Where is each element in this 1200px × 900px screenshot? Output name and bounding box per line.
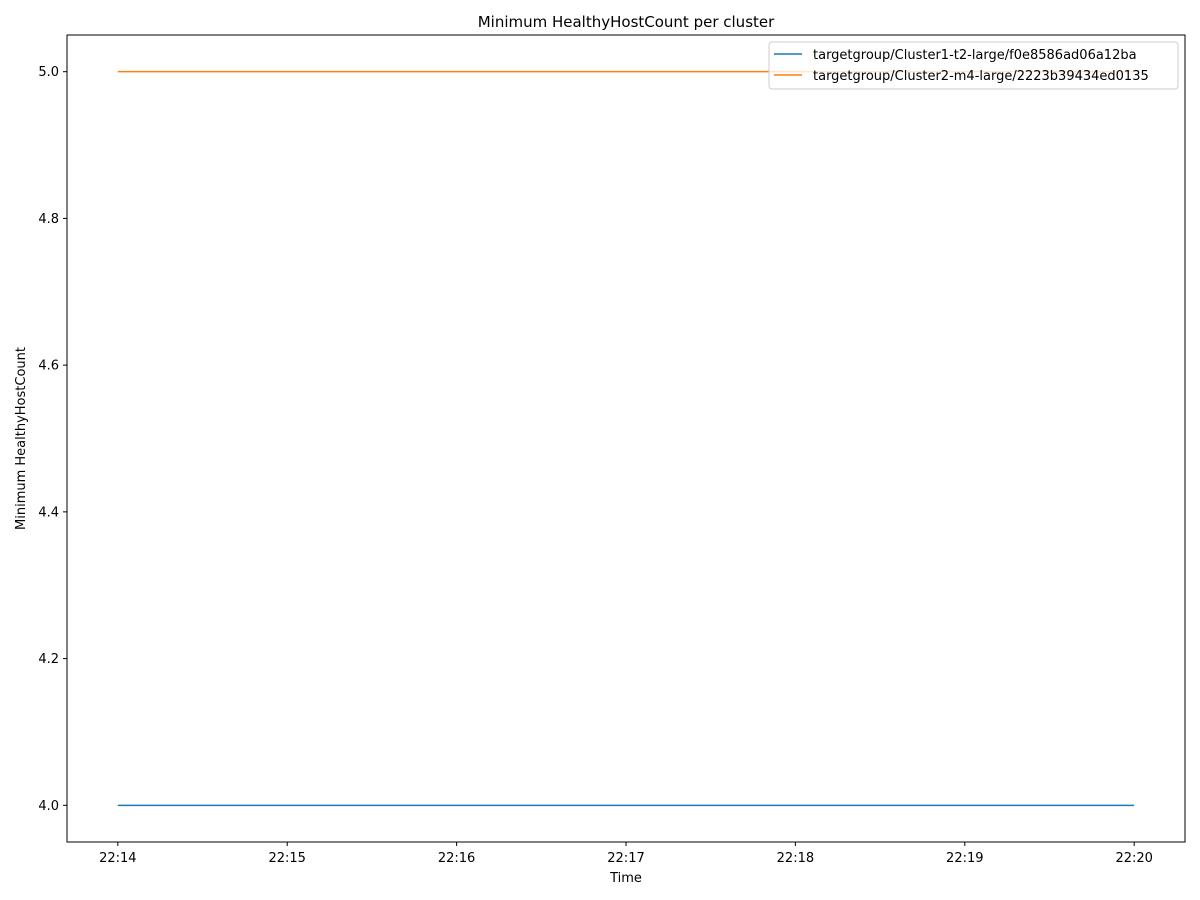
y-tick-label: 4.0 (38, 799, 59, 814)
legend-label-cluster2: targetgroup/Cluster2-m4-large/2223b39434… (813, 69, 1149, 84)
x-tick-label: 22:17 (607, 851, 644, 866)
y-axis-label: Minimum HealthyHostCount (14, 347, 29, 530)
x-tick-label: 22:14 (99, 851, 136, 866)
chart-title: Minimum HealthyHostCount per cluster (478, 13, 775, 31)
x-tick-label: 22:18 (777, 851, 814, 866)
y-tick-label: 4.8 (38, 212, 59, 227)
legend-label-cluster1: targetgroup/Cluster1-t2-large/f0e8586ad0… (813, 48, 1137, 63)
y-tick-label: 4.6 (38, 359, 59, 374)
y-axis-ticks: 4.0 4.2 4.4 4.6 4.8 5.0 (38, 65, 67, 814)
series-layer (117, 70, 1135, 807)
x-tick-label: 22:19 (946, 851, 983, 866)
legend: targetgroup/Cluster1-t2-large/f0e8586ad0… (768, 41, 1179, 90)
x-tick-label: 22:15 (268, 851, 305, 866)
x-axis-ticks: 22:14 22:15 22:16 22:17 22:18 22:19 22:20 (99, 842, 1153, 866)
x-axis-label: Time (609, 871, 642, 886)
plot-frame (66, 34, 1186, 843)
legend-box (768, 41, 1179, 90)
y-tick-label: 4.4 (38, 505, 59, 520)
x-tick-label: 22:16 (438, 851, 475, 866)
x-tick-label: 22:20 (1115, 851, 1152, 866)
y-tick-label: 4.2 (38, 652, 59, 667)
y-tick-label: 5.0 (38, 65, 59, 80)
